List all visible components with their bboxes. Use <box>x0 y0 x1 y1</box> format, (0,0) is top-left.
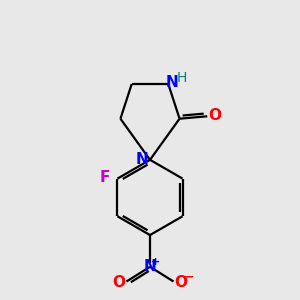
Text: +: + <box>151 256 160 267</box>
Text: N: N <box>135 152 148 167</box>
Text: F: F <box>100 170 110 185</box>
Text: N: N <box>144 259 156 274</box>
Text: H: H <box>177 71 187 85</box>
Text: O: O <box>113 275 126 290</box>
Text: O: O <box>174 275 187 290</box>
Text: O: O <box>208 108 221 123</box>
Text: −: − <box>183 270 194 284</box>
Text: N: N <box>166 75 178 90</box>
